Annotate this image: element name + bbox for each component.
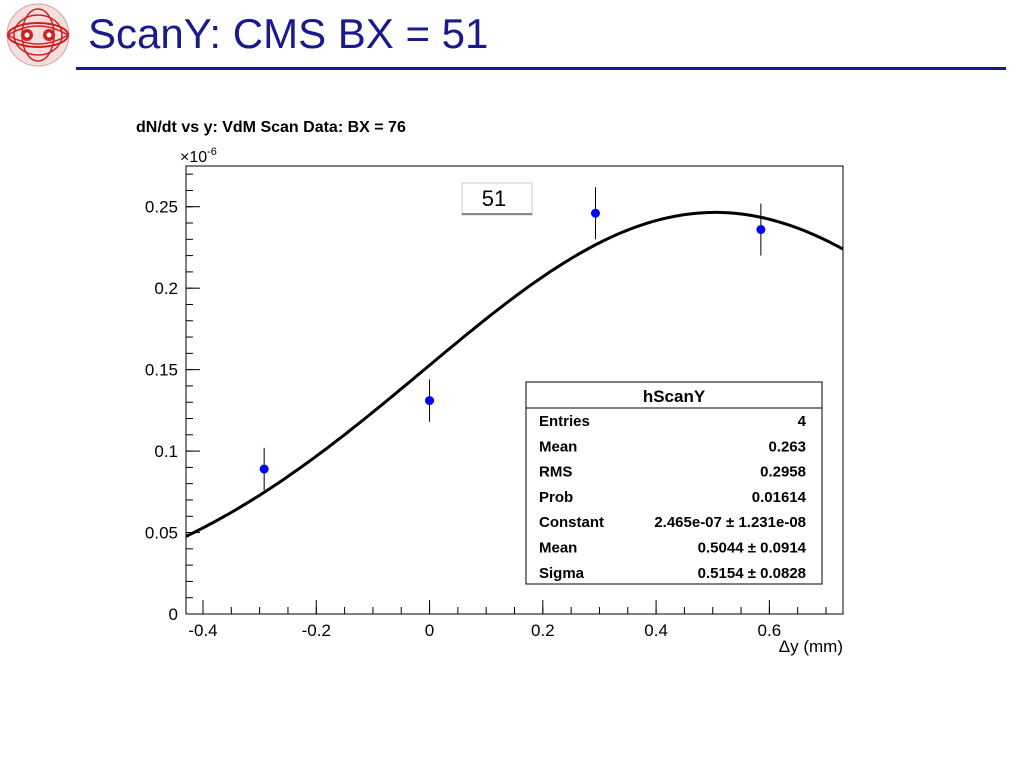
y-tick-label: 0.1: [154, 442, 178, 461]
stats-row-value: 0.5154 ± 0.0828: [698, 565, 806, 582]
x-tick-label: -0.4: [188, 621, 217, 640]
annotation-label: 51: [482, 186, 506, 211]
data-point: [425, 396, 435, 406]
x-axis: -0.4 -0.2 0 0.2 0.4 0.6: [188, 600, 781, 640]
y-multiplier-exponent: -6: [207, 146, 217, 158]
x-tick-label: 0: [425, 621, 434, 640]
stats-row-label: Sigma: [539, 565, 585, 582]
stats-row-value: 0.263: [768, 438, 806, 455]
stats-row-label: Mean: [539, 540, 577, 557]
y-tick-label: 0.2: [154, 279, 178, 298]
stats-row-label: RMS: [539, 464, 572, 481]
title-divider: [76, 67, 1006, 70]
data-point: [756, 225, 766, 235]
data-points: [259, 187, 766, 491]
data-point: [259, 464, 269, 474]
y-multiplier: ×10-6: [180, 146, 217, 166]
stats-row-label: Mean: [539, 438, 577, 455]
y-tick-label: 0: [169, 605, 178, 624]
stats-row-value: 0.2958: [760, 464, 806, 481]
stats-row-label: Entries: [539, 413, 590, 430]
stats-row-value: 4: [798, 413, 807, 430]
stats-row-value: 0.5044 ± 0.0914: [698, 540, 807, 557]
stats-row-value: 2.465e-07 ± 1.231e-08: [654, 514, 806, 531]
stats-row-label: Constant: [539, 514, 604, 531]
stats-row-value: 0.01614: [752, 489, 807, 506]
chart-title: dN/dt vs y: VdM Scan Data: BX = 76: [136, 119, 406, 136]
x-tick-label: 0.4: [644, 621, 668, 640]
slide-title: ScanY: CMS BX = 51: [88, 10, 489, 57]
stats-box-title: hScanY: [643, 387, 706, 406]
y-tick-label: 0.25: [145, 198, 178, 217]
y-tick-label: 0.05: [145, 524, 178, 543]
x-tick-label: -0.2: [302, 621, 331, 640]
x-tick-label: 0.6: [758, 621, 782, 640]
lhc-logo: [2, 2, 74, 68]
y-tick-label: 0.15: [145, 361, 178, 380]
x-axis-label: Δy (mm): [779, 637, 843, 656]
y-multiplier-base: ×10: [180, 149, 207, 166]
annotation-box: 51: [461, 182, 533, 216]
y-axis: 0 0.05 0.1 0.15 0.2 0.25: [145, 198, 200, 624]
x-tick-label: 0.2: [531, 621, 555, 640]
stats-rows: Entries 4 Mean 0.263 RMS 0.2958 Prob 0.01614 Con…: [539, 413, 807, 582]
data-point: [590, 208, 600, 218]
stats-box: hScanY Entries 4 Mean 0.263 RMS 0.2958 Prob 0.0…: [525, 381, 823, 585]
stats-row-label: Prob: [539, 489, 573, 506]
fit-curve: [185, 210, 844, 538]
